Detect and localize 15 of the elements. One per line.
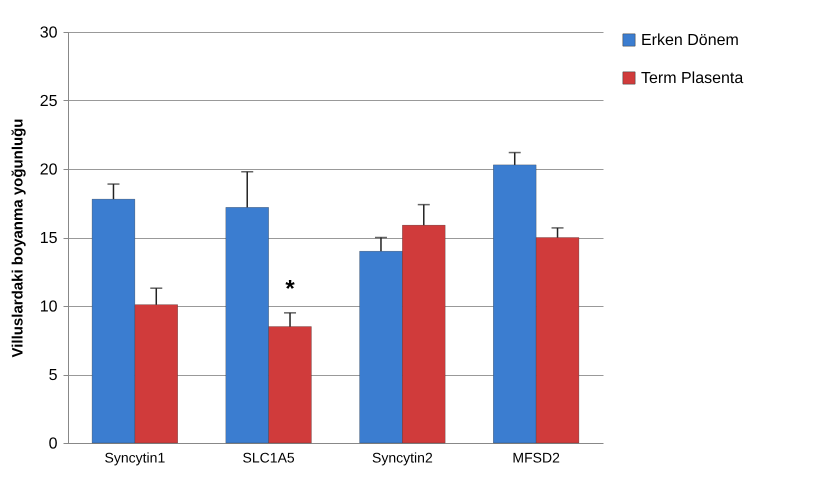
x-tick-label: Syncytin2 xyxy=(372,450,433,466)
y-tick-label: 30 xyxy=(40,24,58,42)
y-tick-label: 20 xyxy=(40,162,58,178)
legend-label: Term Plasenta xyxy=(641,70,744,87)
legend-label: Erken Dönem xyxy=(641,32,739,49)
y-tick-label: 25 xyxy=(40,93,58,110)
y-tick-label: 0 xyxy=(48,436,58,452)
y-tick-label: 15 xyxy=(40,230,58,247)
annotation: * xyxy=(285,276,296,303)
y-tick-label: 5 xyxy=(48,367,58,384)
x-tick-label: Syncytin1 xyxy=(104,450,166,466)
x-tick-label: MFSD2 xyxy=(512,450,560,466)
x-tick-label: SLC1A5 xyxy=(242,450,295,466)
y-tick-label: 10 xyxy=(40,298,58,316)
y-axis-title: Villuslardaki boyanma yoğunluğu xyxy=(10,118,27,358)
